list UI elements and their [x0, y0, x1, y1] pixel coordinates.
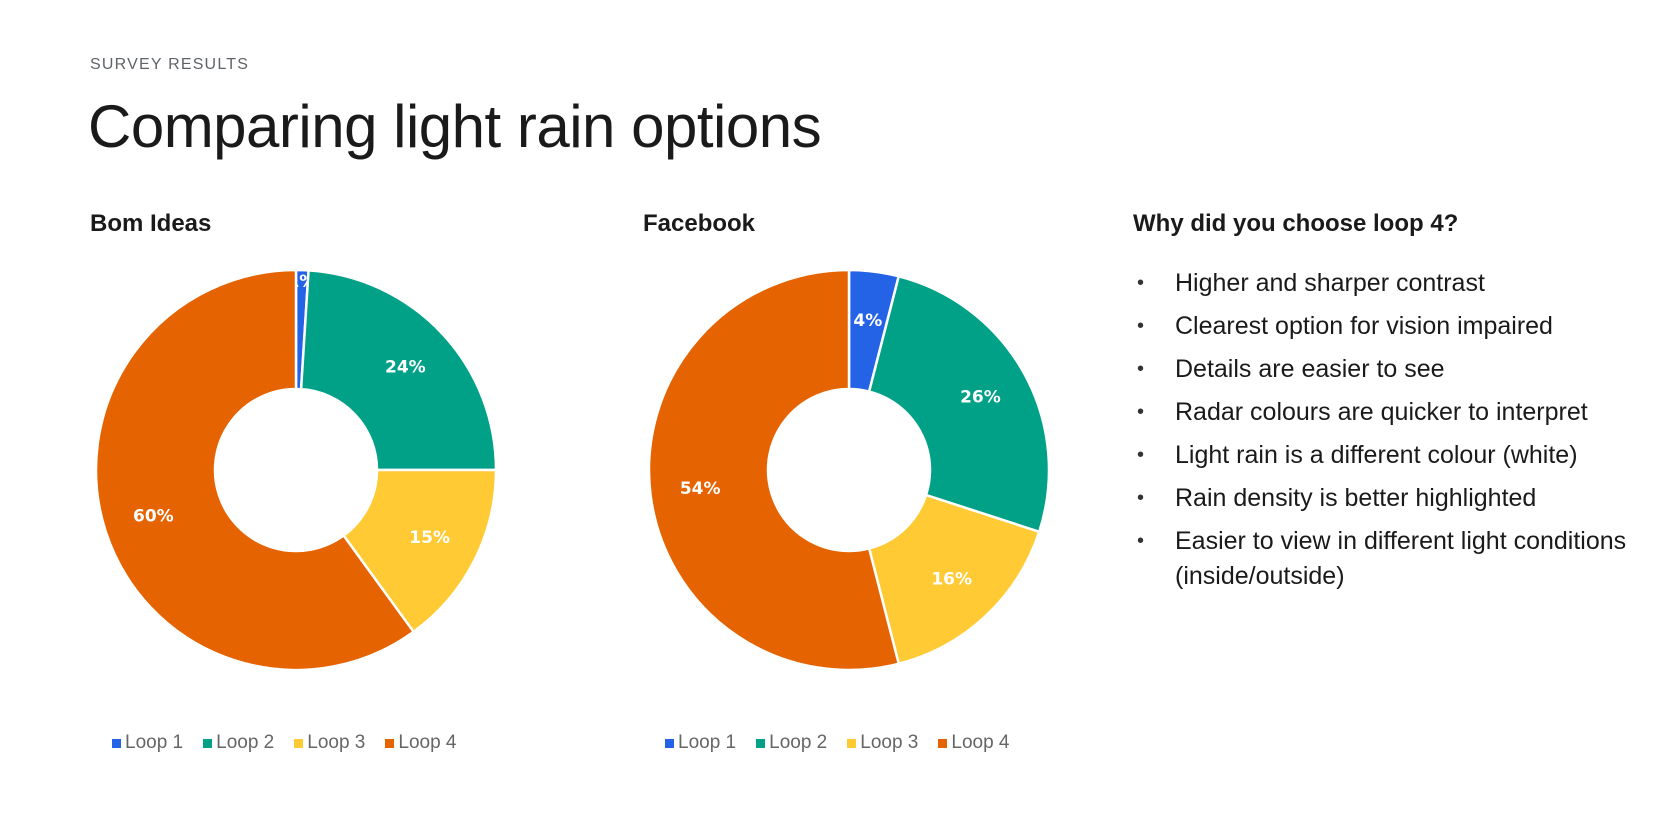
legend-label: Loop 4: [951, 732, 1010, 753]
reasons-title: Why did you choose loop 4?: [1133, 210, 1459, 237]
bullet: •: [1137, 530, 1145, 552]
slice-data-label: 15%: [409, 528, 450, 548]
bullet: •: [1137, 315, 1145, 337]
legend-label: Loop 3: [307, 732, 366, 753]
bullet: •: [1137, 272, 1145, 294]
donut-slice-loop-3: [867, 493, 1041, 666]
legend-item-loop-3: Loop 3: [294, 732, 365, 754]
section-kicker: SURVEY RESULTS: [90, 56, 250, 73]
legend-item-loop-4: Loop 4: [385, 732, 457, 754]
legend-label: Loop 1: [125, 732, 184, 753]
legend-item-loop-2: Loop 2: [203, 732, 274, 754]
legend-label: Loop 3: [860, 732, 919, 753]
reason-text: Light rain is a different colour (white): [1175, 441, 1578, 469]
donut-slice-loop-4: [94, 268, 416, 672]
reasons-panel: Why did you choose loop 4? • Higher and s…: [1133, 210, 1673, 602]
legend-swatch: [294, 738, 304, 748]
donut-slice-loop-2: [299, 269, 498, 472]
list-item: • Rain density is better highlighted: [1133, 481, 1673, 516]
donut-slice-loop-2: [867, 274, 1051, 534]
reason-text: Radar colours are quicker to interpret: [1175, 398, 1588, 426]
list-item: • Higher and sharper contrast: [1133, 266, 1673, 301]
reason-text: Clearest option for vision impaired: [1175, 312, 1553, 340]
legend-swatch: [756, 738, 766, 748]
donut-chart-bom-ideas: 1%24%15%60%: [94, 268, 498, 672]
legend-item-loop-1: Loop 1: [112, 732, 183, 754]
slice-data-label: 54%: [680, 479, 721, 499]
bullet: •: [1137, 358, 1145, 380]
list-item: • Clearest option for vision impaired: [1133, 309, 1673, 344]
reason-text: Higher and sharper contrast: [1175, 269, 1485, 297]
legend-swatch: [847, 738, 857, 748]
bullet: •: [1137, 444, 1145, 466]
chart-legend: Loop 1 Loop 2 Loop 3 Loop 4: [112, 732, 457, 754]
legend-item-loop-3: Loop 3: [847, 732, 918, 754]
legend-item-loop-4: Loop 4: [938, 732, 1010, 754]
list-item: • Light rain is a different colour (white…: [1133, 438, 1673, 473]
legend-swatch: [203, 738, 213, 748]
page-title: Comparing light rain options: [88, 93, 822, 160]
bullet: •: [1137, 401, 1145, 423]
reason-text: Rain density is better highlighted: [1175, 484, 1537, 512]
list-item: • Easier to view in different light condi…: [1133, 524, 1673, 594]
legend-label: Loop 1: [678, 732, 737, 753]
donut-slice-loop-3: [341, 468, 498, 634]
legend-label: Loop 2: [216, 732, 275, 753]
chart-facebook: Facebook 4% 26% 16% 54% Loop 1 Loop 2 Loop …: [643, 210, 1123, 753]
slice-data-label: 24%: [385, 357, 426, 377]
list-item: • Radar colours are quicker to interpret: [1133, 395, 1673, 430]
reason-text: Details are easier to see: [1175, 355, 1445, 383]
chart-title: Facebook: [643, 210, 756, 237]
legend-item-loop-2: Loop 2: [756, 732, 827, 754]
legend-swatch: [385, 738, 395, 748]
chart-bom-ideas: Bom Ideas 1% 24% 15% 60% Loop 1 Loop 2 Loop…: [90, 210, 570, 753]
chart-title: Bom Ideas: [90, 210, 212, 237]
donut-chart-facebook: 4% 26% 16% 54%: [647, 268, 1051, 672]
reason-text: Easier to view in different light condit…: [1175, 527, 1627, 590]
chart-legend: Loop 1 Loop 2 Loop 3 Loop 4: [665, 732, 1010, 754]
slice-data-label: 26%: [960, 388, 1001, 408]
slice-data-label: 16%: [931, 569, 972, 589]
legend-item-loop-1: Loop 1: [665, 732, 736, 754]
reasons-list: • Higher and sharper contrast • Clearest o…: [1133, 266, 1673, 594]
list-item: • Details are easier to see: [1133, 352, 1673, 387]
donut-slice-loop-4: [647, 268, 901, 672]
legend-swatch: [938, 738, 948, 748]
legend-label: Loop 2: [769, 732, 828, 753]
slice-data-label: 60%: [133, 506, 174, 526]
legend-swatch: [665, 738, 674, 748]
bullet: •: [1137, 487, 1145, 509]
slice-data-label: 4%: [853, 311, 882, 331]
legend-swatch: [112, 738, 121, 748]
legend-label: Loop 4: [398, 732, 457, 753]
